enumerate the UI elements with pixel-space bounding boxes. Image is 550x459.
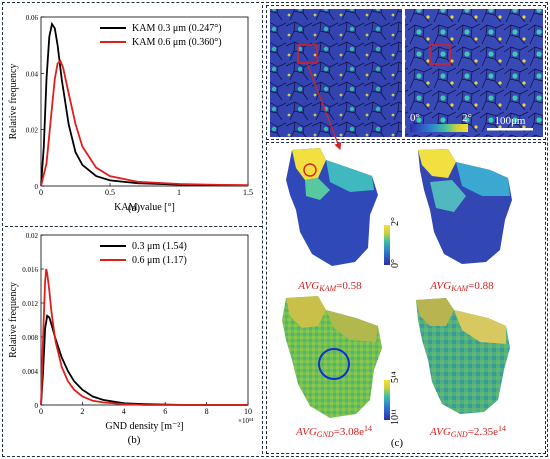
avg-kam-right: AVGKAM=0.88 [429, 280, 494, 293]
region-highlight-box-2 [429, 44, 451, 65]
kam-map-0.6um: 0° 2° 100μm [405, 9, 543, 137]
panel-a-label: (a) [128, 202, 141, 214]
gnd-colorbar-vertical: 10¹¹ 5¹⁴ [384, 371, 401, 425]
kam-y-tick-label: 0.02 [26, 127, 39, 135]
gnd-series-line-1 [40, 314, 248, 406]
gnd-y-tick-label: 0.008 [22, 334, 38, 342]
gnd-x-exponent-label: ×10¹⁴ [238, 417, 254, 425]
kam-y-tick-label: 0 [35, 183, 39, 191]
avg-gnd-right: AVGGND=2.35e14 [429, 424, 506, 439]
kam-x-axis-label: KAM value [°] [114, 202, 175, 213]
gnd-y-tick-label: 0.004 [22, 368, 38, 376]
gnd-y-tick-label: 0.02 [26, 232, 39, 240]
scale-bar [487, 128, 533, 131]
gnd-legend-label-1: 0.3 μm (1.54) [132, 241, 187, 252]
kam-map-0.3um [270, 9, 402, 137]
gnd-x-tick-label: 2 [80, 407, 84, 416]
kam-legend-label-2: KAM 0.6 μm (0.360°) [132, 37, 222, 48]
gnd-series-line-2 [40, 268, 248, 406]
svg-text:10¹¹: 10¹¹ [390, 409, 401, 425]
gnd-map-right [416, 298, 510, 414]
gnd-x-axis-label: GND density [m⁻²] [105, 421, 183, 432]
gnd-y-tick-label: 0.016 [22, 266, 38, 274]
kam-series-line-2 [40, 59, 249, 187]
kam-zoom-highlight-circle [303, 163, 317, 177]
gnd-map-left [282, 296, 382, 418]
gnd-y-tick-label: 0.012 [22, 300, 38, 308]
kam-colorbar-vertical: 0° 2° [384, 217, 401, 268]
colorbar-min-label: 0° [410, 112, 420, 124]
gnd-distribution-chart: 0 2 4 6 8 10 0 0.004 0.008 0.012 0.016 0.02 GND dens… [8, 232, 254, 432]
colorbar-max-label: 2° [462, 112, 472, 124]
kam-colorbar [410, 124, 468, 132]
panel-b-label: (b) [128, 434, 141, 446]
svg-text:2°: 2° [390, 217, 401, 226]
scale-bar-label: 100μm [495, 115, 526, 127]
gnd-x-tick-label: 6 [163, 407, 167, 416]
gnd-x-tick-label: 8 [205, 407, 209, 416]
kam-zoom-left [286, 148, 378, 266]
kam-x-tick-label: 0.5 [105, 188, 115, 197]
kam-distribution-chart: 0 0.5 1 1.5 0 0.02 0.04 0.06 KAM value [°] Relati… [8, 14, 253, 213]
gnd-legend-label-2: 0.6 μm (1.17) [132, 255, 187, 266]
panel-divider-horizontal [5, 226, 262, 227]
kam-x-tick-label: 1.5 [243, 188, 253, 197]
kam-x-tick-label: 0 [39, 188, 43, 197]
kam-legend-label-1: KAM 0.3 μm (0.247°) [132, 23, 222, 34]
kam-plot-area [40, 16, 249, 187]
kam-zoom-right [418, 149, 512, 264]
kam-y-tick-label: 0.04 [26, 70, 39, 78]
gnd-x-tick-label: 0 [39, 407, 43, 416]
kam-x-tick-label: 1 [177, 188, 181, 197]
avg-gnd-left: AVGGND=3.08e14 [295, 424, 372, 439]
svg-text:5¹⁴: 5¹⁴ [390, 371, 401, 383]
kam-y-tick-label: 0.06 [26, 14, 39, 22]
gnd-x-tick-label: 4 [122, 407, 126, 416]
avg-kam-left: AVGKAM=0.58 [297, 280, 362, 293]
zoom-arrow [306, 62, 342, 151]
panel-c-top-frame [266, 5, 546, 140]
gnd-y-axis-label: Relative frequency [8, 282, 19, 358]
kam-y-axis-label: Relative frequency [8, 64, 19, 140]
kam-series-line-1 [40, 21, 249, 187]
gnd-x-tick-label: 10 [244, 407, 252, 416]
panel-c-label: (c) [391, 437, 404, 449]
panel-c-bottom-frame [266, 142, 546, 454]
gnd-highlight-circle [318, 348, 350, 380]
panel-divider-vertical [262, 5, 263, 454]
gnd-y-tick-label: 0 [35, 402, 39, 410]
svg-text:0°: 0° [390, 259, 401, 268]
